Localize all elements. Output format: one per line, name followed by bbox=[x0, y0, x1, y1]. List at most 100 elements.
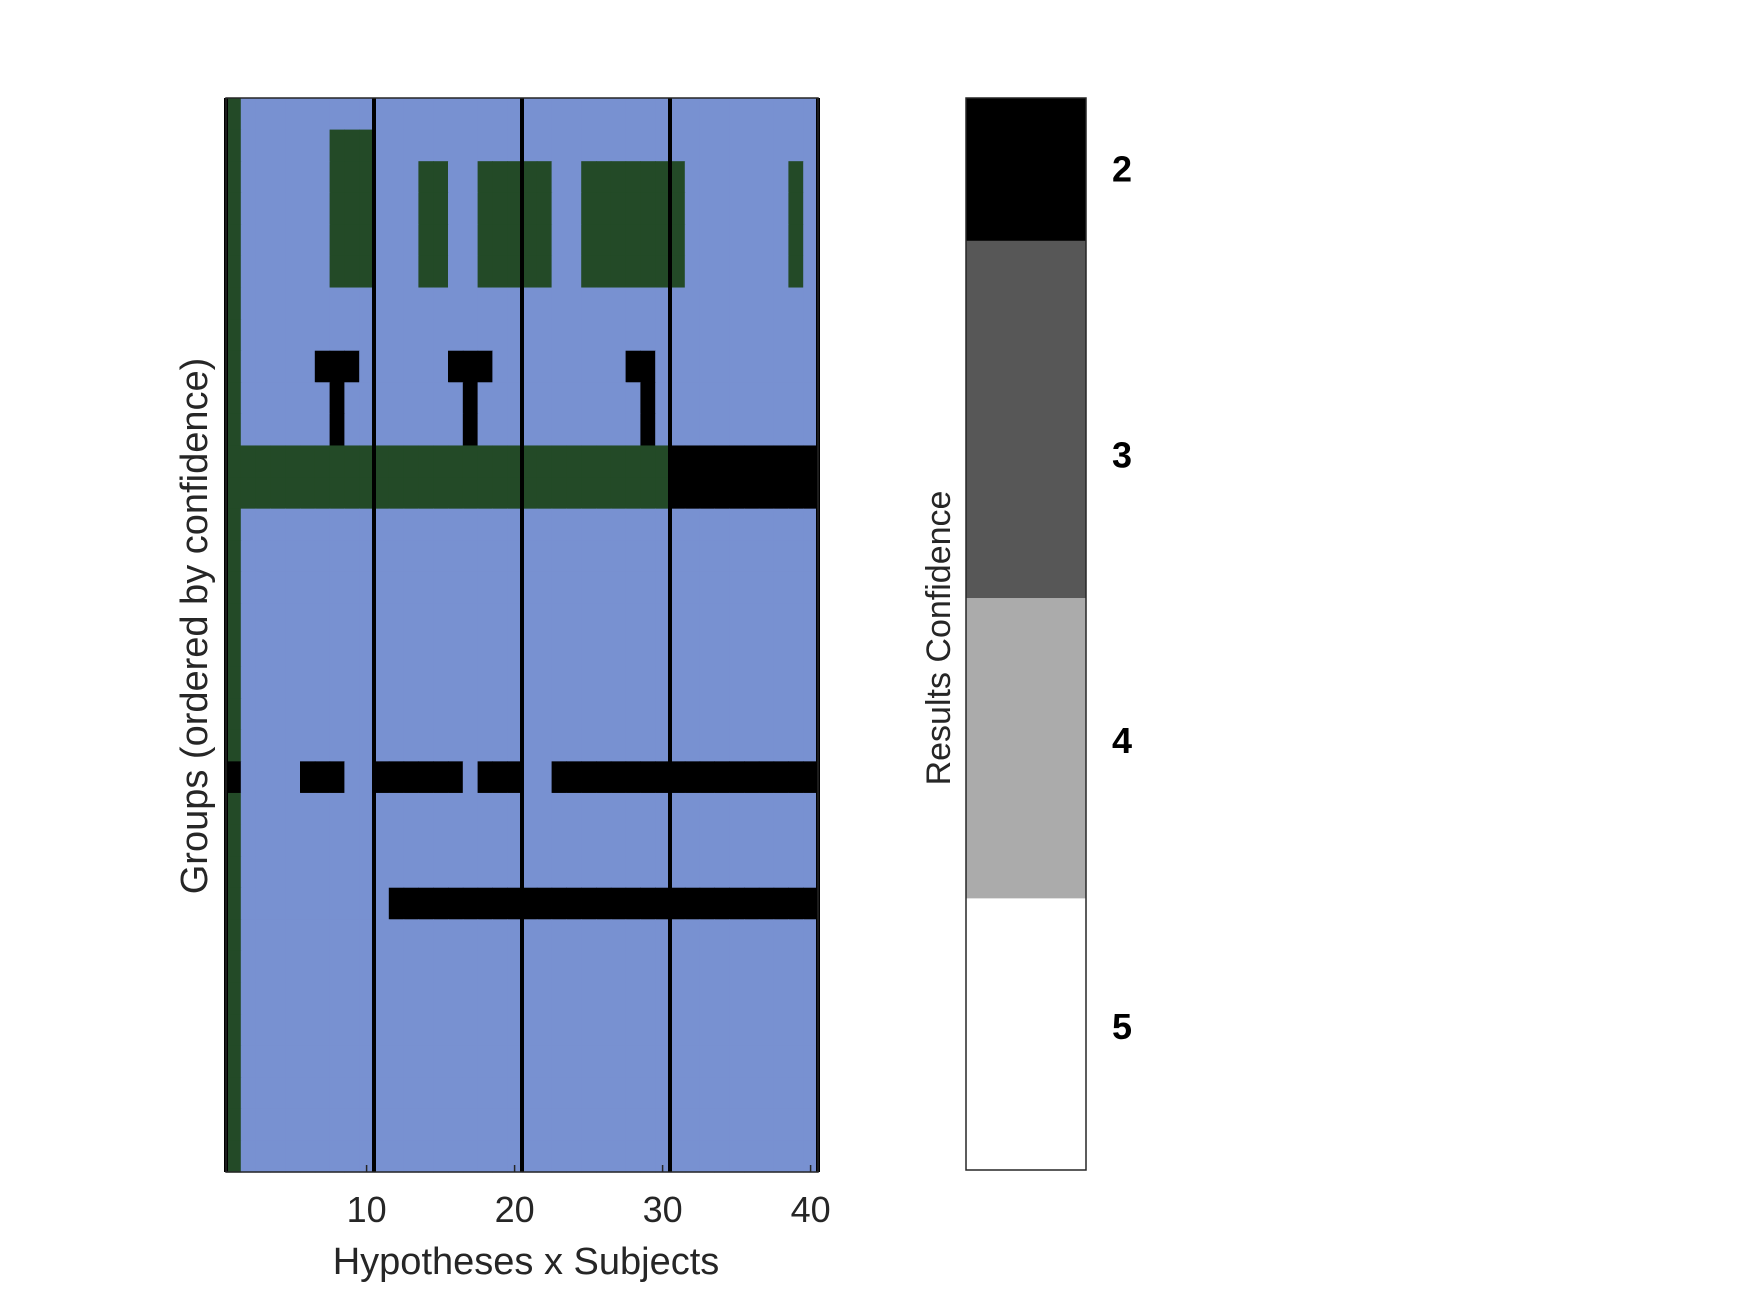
heatmap-cell bbox=[270, 350, 286, 383]
heatmap-cell bbox=[551, 192, 567, 225]
heatmap-cell bbox=[285, 98, 301, 131]
colorbar-title: Results Confidence bbox=[920, 491, 958, 786]
heatmap-cell bbox=[300, 1077, 316, 1110]
heatmap-cell bbox=[448, 729, 464, 762]
heatmap-cell bbox=[536, 571, 553, 605]
heatmap-cell bbox=[536, 824, 553, 857]
heatmap-cell bbox=[655, 540, 671, 573]
heatmap-cell bbox=[744, 129, 760, 162]
heatmap-cell bbox=[492, 603, 508, 636]
heatmap-cell bbox=[625, 887, 641, 920]
heatmap-cell bbox=[684, 635, 701, 668]
heatmap-cell bbox=[314, 856, 331, 889]
heatmap-cell bbox=[359, 255, 375, 289]
heatmap-cell bbox=[610, 1014, 627, 1047]
heatmap-cell bbox=[226, 824, 242, 857]
heatmap-cell bbox=[448, 287, 464, 320]
heatmap-cell bbox=[255, 1108, 271, 1142]
heatmap-cell bbox=[699, 1108, 715, 1142]
heatmap-cell bbox=[729, 824, 745, 857]
heatmap-cell bbox=[610, 729, 627, 762]
heatmap-cell bbox=[418, 319, 434, 352]
heatmap-cell bbox=[670, 1077, 686, 1110]
heatmap-cell bbox=[699, 1014, 715, 1047]
heatmap-cell bbox=[625, 824, 641, 857]
heatmap-cell bbox=[418, 982, 434, 1015]
heatmap-cell bbox=[581, 192, 597, 225]
heatmap-cell bbox=[610, 1045, 627, 1078]
heatmap-cell bbox=[329, 508, 345, 541]
heatmap-cell bbox=[300, 445, 316, 478]
heatmap-cell bbox=[329, 255, 345, 289]
heatmap-cell bbox=[625, 1140, 641, 1173]
heatmap-cell bbox=[418, 1140, 434, 1173]
heatmap-cell bbox=[418, 666, 434, 699]
heatmap-cell bbox=[418, 1014, 434, 1047]
heatmap-cell bbox=[788, 1077, 804, 1110]
heatmap-cell bbox=[448, 792, 464, 826]
heatmap-cell bbox=[285, 129, 301, 162]
heatmap-cell bbox=[344, 477, 360, 510]
heatmap-cell bbox=[285, 761, 301, 794]
heatmap-cell bbox=[285, 350, 301, 383]
heatmap-cell bbox=[536, 792, 553, 826]
heatmap-cell bbox=[403, 698, 419, 731]
heatmap-cell bbox=[270, 919, 286, 952]
heatmap-cell bbox=[226, 98, 242, 131]
heatmap-cell bbox=[226, 540, 242, 573]
heatmap-cell bbox=[788, 698, 804, 731]
heatmap-cell bbox=[270, 824, 286, 857]
heatmap-cell bbox=[551, 129, 567, 162]
heatmap-cell bbox=[477, 1077, 493, 1110]
heatmap-cell bbox=[566, 761, 582, 794]
heatmap-cell bbox=[625, 192, 641, 225]
heatmap-cell bbox=[492, 413, 508, 447]
heatmap-cell bbox=[536, 98, 553, 131]
heatmap-cell bbox=[596, 950, 612, 984]
heatmap-cell bbox=[744, 729, 760, 762]
heatmap-cell bbox=[300, 919, 316, 952]
heatmap-cell bbox=[581, 856, 597, 889]
heatmap-cell bbox=[610, 761, 627, 794]
heatmap-cell bbox=[300, 729, 316, 762]
heatmap-cell bbox=[285, 192, 301, 225]
heatmap-cell bbox=[418, 98, 434, 131]
heatmap-cell bbox=[374, 635, 390, 668]
heatmap-cell bbox=[329, 319, 345, 352]
heatmap-cell bbox=[758, 1045, 775, 1078]
heatmap-cell bbox=[551, 1108, 567, 1142]
heatmap-cell bbox=[655, 982, 671, 1015]
heatmap-cell bbox=[344, 1014, 360, 1047]
heatmap-cell bbox=[581, 287, 597, 320]
heatmap-cell bbox=[758, 508, 775, 541]
heatmap-cell bbox=[314, 729, 331, 762]
heatmap-cell bbox=[640, 887, 656, 920]
heatmap-cell bbox=[788, 477, 804, 510]
heatmap-cell bbox=[314, 255, 331, 289]
heatmap-cell bbox=[684, 224, 701, 257]
heatmap-cell bbox=[359, 445, 375, 478]
heatmap-cell bbox=[374, 1077, 390, 1110]
heatmap-cell bbox=[329, 1108, 345, 1142]
heatmap-cell bbox=[773, 982, 789, 1015]
heatmap-cell bbox=[240, 224, 257, 257]
heatmap-cell bbox=[507, 1140, 523, 1173]
heatmap-cell bbox=[670, 350, 686, 383]
heatmap-cell bbox=[300, 350, 316, 383]
heatmap-cell bbox=[300, 255, 316, 289]
heatmap-cell bbox=[610, 192, 627, 225]
heatmap-cell bbox=[640, 666, 656, 699]
heatmap-cell bbox=[551, 729, 567, 762]
heatmap-cell bbox=[610, 603, 627, 636]
heatmap-cell bbox=[329, 792, 345, 826]
heatmap-cell bbox=[729, 635, 745, 668]
heatmap-cell bbox=[300, 603, 316, 636]
heatmap-cell bbox=[610, 350, 627, 383]
heatmap-cell bbox=[226, 161, 242, 194]
heatmap-cell bbox=[714, 319, 730, 352]
heatmap-cell bbox=[625, 950, 641, 984]
heatmap-cell bbox=[507, 319, 523, 352]
heatmap-cell bbox=[729, 413, 745, 447]
heatmap-cell bbox=[492, 1014, 508, 1047]
heatmap-cell bbox=[403, 192, 419, 225]
